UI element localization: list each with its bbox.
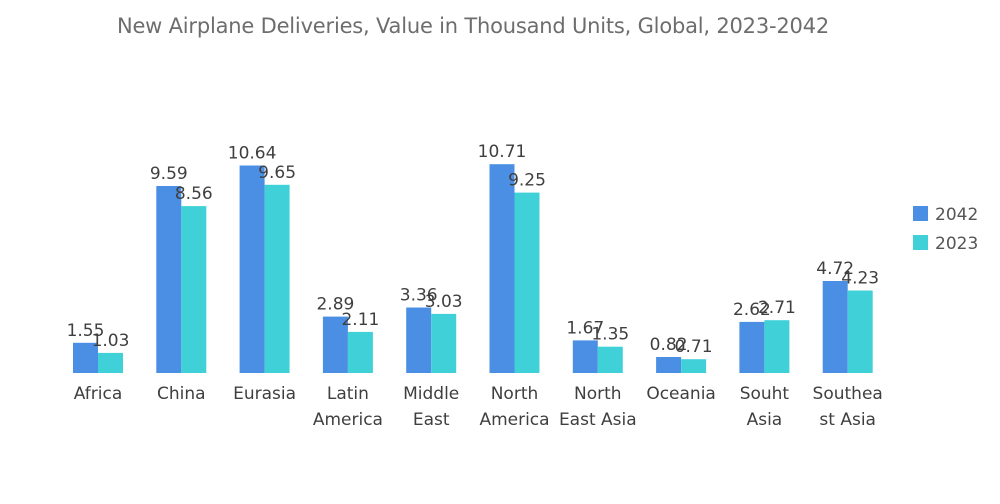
x-tick-label-6-line-1: East Asia — [559, 410, 637, 430]
value-label-2023-8: 2.71 — [758, 298, 796, 318]
value-label-2023-2: 9.65 — [258, 163, 296, 183]
x-tick-label-3-line-0: Latin — [327, 384, 369, 404]
x-tick-label-7: Oceania — [646, 384, 716, 404]
bar-2023-2 — [264, 184, 290, 373]
bar-2042-4 — [406, 307, 432, 373]
value-label-2023-4: 3.03 — [425, 292, 463, 312]
value-label-2023-6: 1.35 — [591, 325, 629, 345]
value-label-2042-2: 10.64 — [228, 144, 277, 164]
bar-2042-9 — [822, 281, 848, 373]
value-label-2042-4: 3.36 — [400, 286, 438, 306]
bars-group — [73, 164, 873, 373]
value-label-2042-3: 2.89 — [316, 295, 354, 315]
legend-swatch-2042 — [913, 206, 928, 221]
bar-2023-6 — [597, 346, 623, 373]
x-tick-label-9-line-0: Southea — [813, 384, 883, 404]
legend: 2042 2023 — [913, 205, 978, 254]
x-tick-label-6-line-0: North — [574, 384, 622, 404]
value-label-2023-0: 1.03 — [92, 331, 130, 351]
x-tick-label-1: China — [157, 384, 206, 404]
x-tick-label-9-line-1: st Asia — [819, 410, 876, 430]
x-tick-label-5-line-1: America — [479, 410, 549, 430]
legend-swatch-2023 — [913, 235, 928, 250]
value-label-2023-1: 8.56 — [175, 184, 213, 204]
value-label-2023-3: 2.11 — [341, 310, 379, 330]
value-label-2023-7: 0.71 — [675, 337, 713, 357]
value-label-2042-8: 2.62 — [733, 300, 771, 320]
bar-2042-7 — [656, 357, 682, 373]
bar-2042-3 — [322, 316, 348, 373]
x-tick-label-4-line-1: East — [413, 410, 450, 430]
x-tick-label-5-line-0: North — [491, 384, 539, 404]
x-tick-label-8-line-1: Asia — [747, 410, 783, 430]
value-label-2042-0: 1.55 — [67, 321, 105, 341]
x-tick-label-2: Eurasia — [233, 384, 296, 404]
chart-title: New Airplane Deliveries, Value in Thousa… — [116, 14, 830, 38]
legend-label-2023: 2023 — [935, 234, 978, 254]
bar-2042-1 — [156, 186, 182, 373]
bar-2023-4 — [431, 313, 457, 373]
x-tick-label-4-line-0: Middle — [403, 384, 459, 404]
value-labels-group: 1.551.03 9.598.56 10.649.65 2.892.11 3.363.0… — [67, 142, 880, 357]
bar-2042-8 — [739, 321, 765, 373]
value-label-2042-9: 4.72 — [816, 259, 854, 279]
bar-2023-7 — [681, 359, 707, 373]
value-label-2023-5: 9.25 — [508, 171, 546, 191]
x-tick-label-0: Africa — [74, 384, 123, 404]
bar-2042-5 — [489, 164, 515, 373]
bar-2023-0 — [98, 352, 123, 373]
value-label-2042-1: 9.59 — [150, 164, 188, 184]
x-tick-label-8-line-0: Souht — [740, 384, 790, 404]
value-label-2042-7: 0.82 — [650, 335, 688, 355]
bar-2023-8 — [764, 320, 790, 373]
bar-2023-1 — [181, 206, 207, 373]
legend-label-2042: 2042 — [935, 205, 978, 225]
bar-2042-2 — [239, 165, 265, 373]
x-tick-label-3-line-1: America — [313, 410, 383, 430]
value-label-2042-5: 10.71 — [478, 142, 527, 162]
value-label-2023-9: 4.23 — [841, 269, 879, 289]
x-axis-ticks: Africa China Eurasia Latin America Middle East… — [74, 384, 883, 430]
bar-2023-5 — [514, 192, 540, 373]
bar-2042-6 — [572, 340, 598, 373]
value-label-2042-6: 1.67 — [566, 318, 604, 338]
bar-2023-9 — [847, 290, 873, 373]
bar-2042-0 — [73, 342, 98, 373]
bar-2023-3 — [347, 331, 373, 373]
